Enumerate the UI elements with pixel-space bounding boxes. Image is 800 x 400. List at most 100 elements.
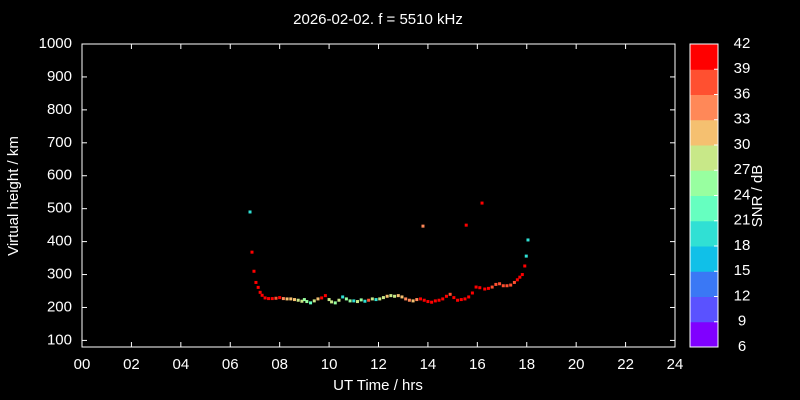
colorbar-band (690, 170, 718, 196)
data-point (348, 299, 352, 303)
y-tick-label: 700 (47, 134, 72, 151)
data-point (344, 297, 348, 301)
x-tick-label: 22 (617, 356, 634, 373)
data-point (250, 250, 254, 254)
data-point (437, 298, 441, 302)
data-point (483, 287, 487, 291)
colorbar-label: SNR / dB (749, 165, 766, 228)
data-point (470, 291, 474, 295)
data-point (501, 284, 505, 288)
data-point (421, 224, 425, 228)
data-point (407, 298, 411, 302)
y-tick-label: 600 (47, 167, 72, 184)
data-point (378, 297, 382, 301)
y-tick-label: 200 (47, 298, 72, 315)
data-point (352, 299, 356, 303)
x-tick-label: 14 (420, 356, 437, 373)
data-point (327, 298, 331, 302)
data-point (278, 296, 282, 300)
data-point (393, 294, 397, 298)
data-point (404, 297, 408, 301)
data-point (433, 299, 437, 303)
colorbar-band (690, 44, 718, 70)
data-point (302, 298, 306, 302)
data-point (359, 298, 363, 302)
x-tick-label: 10 (321, 356, 338, 373)
y-tick-label: 400 (47, 233, 72, 250)
colorbar-tick-label: 39 (734, 60, 751, 77)
data-point (526, 238, 530, 242)
data-point (486, 286, 490, 290)
data-point (274, 296, 278, 300)
data-point (312, 299, 316, 303)
colorbar-band (690, 321, 718, 348)
data-point (518, 275, 522, 279)
colorbar-tick-label: 9 (738, 313, 746, 330)
data-point (374, 298, 378, 302)
colorbar-band (690, 220, 718, 247)
data-point (296, 298, 300, 302)
data-point (463, 297, 467, 301)
data-point (248, 210, 252, 214)
data-point (467, 295, 471, 299)
data-point (480, 201, 484, 205)
data-point (505, 284, 509, 288)
y-tick-label: 800 (47, 101, 72, 118)
y-tick-label: 500 (47, 200, 72, 217)
data-point (474, 285, 478, 289)
x-tick-label: 00 (74, 356, 91, 373)
data-point (426, 300, 430, 304)
data-point (292, 298, 296, 302)
y-tick-label: 300 (47, 266, 72, 283)
data-point (415, 298, 419, 302)
data-point (260, 293, 264, 297)
colorbar-tick-label: 27 (734, 161, 751, 178)
colorbar-band (690, 271, 718, 297)
data-point (267, 297, 271, 301)
data-point (337, 298, 341, 302)
data-point (341, 295, 345, 299)
data-point (289, 297, 293, 301)
x-tick-label: 16 (469, 356, 486, 373)
data-point (256, 285, 260, 289)
colorbar-tick-label: 42 (734, 35, 751, 52)
x-tick-label: 02 (123, 356, 140, 373)
x-tick-label: 20 (568, 356, 585, 373)
data-point (254, 280, 258, 284)
data-point (285, 297, 289, 301)
data-point (490, 285, 494, 289)
data-point (512, 280, 516, 284)
data-point (396, 294, 400, 298)
data-point (523, 264, 527, 268)
colorbar-tick-label: 18 (734, 237, 751, 254)
x-tick-label: 04 (172, 356, 189, 373)
data-point (258, 290, 262, 294)
colorbar-tick-label: 21 (734, 212, 751, 229)
data-point (385, 294, 389, 298)
data-point (441, 297, 445, 301)
colorbar-band (690, 119, 718, 146)
data-point (367, 298, 371, 302)
x-tick-label: 24 (667, 356, 684, 373)
data-point (263, 296, 267, 300)
data-point (422, 298, 426, 302)
data-point (515, 278, 519, 282)
data-point (363, 299, 367, 303)
data-point (448, 292, 452, 296)
data-point (300, 299, 304, 303)
colorbar-tick-label: 36 (734, 85, 751, 102)
data-point (464, 223, 468, 227)
x-tick-label: 08 (271, 356, 288, 373)
colorbar-tick-label: 24 (734, 186, 751, 203)
data-point (316, 297, 320, 301)
data-point (524, 254, 528, 258)
colorbar-band (690, 246, 718, 272)
data-point (320, 296, 324, 300)
data-point (330, 300, 334, 304)
data-point (411, 299, 415, 303)
data-point (305, 300, 309, 304)
data-point (381, 296, 385, 300)
data-point (452, 296, 456, 300)
data-point (456, 298, 460, 302)
